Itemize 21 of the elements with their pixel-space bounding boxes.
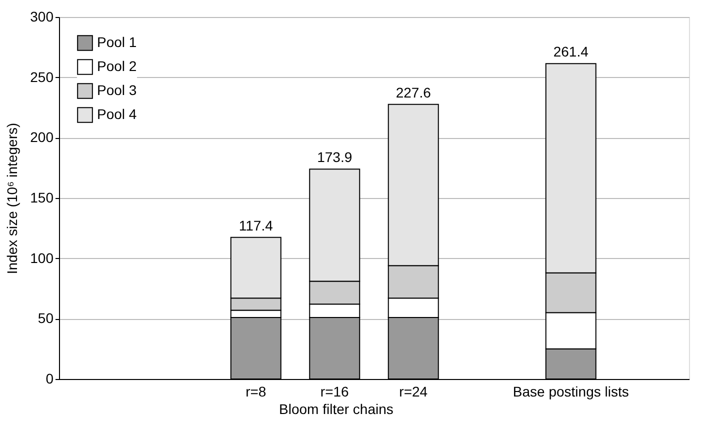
y-tick-label: 100 <box>30 250 54 266</box>
y-tick-label: 200 <box>30 129 54 146</box>
y-tick-label: 50 <box>38 310 54 326</box>
x-tick-label: r=8 <box>246 384 266 400</box>
legend-label: Pool 2 <box>97 58 137 74</box>
total-label: 227.6 <box>396 84 432 100</box>
text: Bloom filter chains <box>279 401 394 417</box>
y-tick-label: 0 <box>46 370 54 386</box>
total-label: 173.9 <box>317 149 352 166</box>
x-tick-label: r=16 <box>320 384 350 400</box>
y-tick-label: 300 <box>30 8 54 24</box>
legend-label: Pool 1 <box>97 34 137 50</box>
y-tick-label: 150 <box>30 190 54 206</box>
legend-label: Pool 4 <box>97 106 137 122</box>
total-label: 261.4 <box>553 44 589 60</box>
total-label: 117.4 <box>238 217 274 234</box>
x-tick-label: r=24 <box>399 384 428 400</box>
x-tick-label: Base postings lists <box>512 384 629 400</box>
y-axis-title: Index size (10⁶ integers) <box>4 122 20 274</box>
legend-label: Pool 3 <box>97 82 137 98</box>
y-tick-label: 250 <box>30 68 54 85</box>
